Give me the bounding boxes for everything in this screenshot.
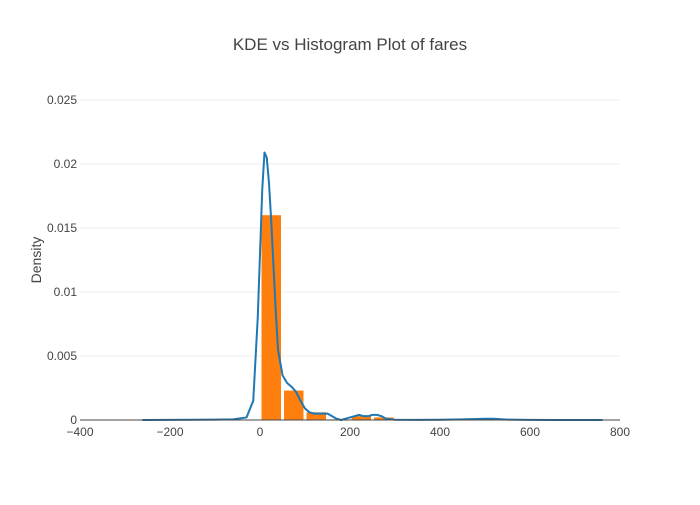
x-tick-label: 600 xyxy=(520,425,540,439)
y-tick-label: 0 xyxy=(70,413,77,427)
x-tick-label: −400 xyxy=(66,425,93,439)
y-tick-label: 0.01 xyxy=(54,285,78,299)
x-tick-label: 800 xyxy=(610,425,630,439)
x-tick-label: −200 xyxy=(156,425,183,439)
x-axis-ticks: −400 −200 0 200 400 600 800 xyxy=(66,425,630,439)
histogram-bar xyxy=(284,391,304,420)
grid-lines xyxy=(80,100,620,356)
histogram-bar xyxy=(262,215,282,420)
histogram-bars xyxy=(262,215,507,420)
y-tick-label: 0.015 xyxy=(47,221,77,235)
y-tick-label: 0.025 xyxy=(47,93,77,107)
y-axis-ticks: 0 0.005 0.01 0.015 0.02 0.025 xyxy=(47,93,77,427)
kde-curve xyxy=(143,152,602,420)
kde-curve-layer xyxy=(143,152,602,420)
x-tick-label: 0 xyxy=(257,425,264,439)
x-tick-label: 400 xyxy=(430,425,450,439)
y-tick-label: 0.02 xyxy=(54,157,78,171)
x-tick-label: 200 xyxy=(340,425,360,439)
y-axis-title: Density xyxy=(28,237,44,284)
y-tick-label: 0.005 xyxy=(47,349,77,363)
chart-title: KDE vs Histogram Plot of fares xyxy=(233,35,467,54)
